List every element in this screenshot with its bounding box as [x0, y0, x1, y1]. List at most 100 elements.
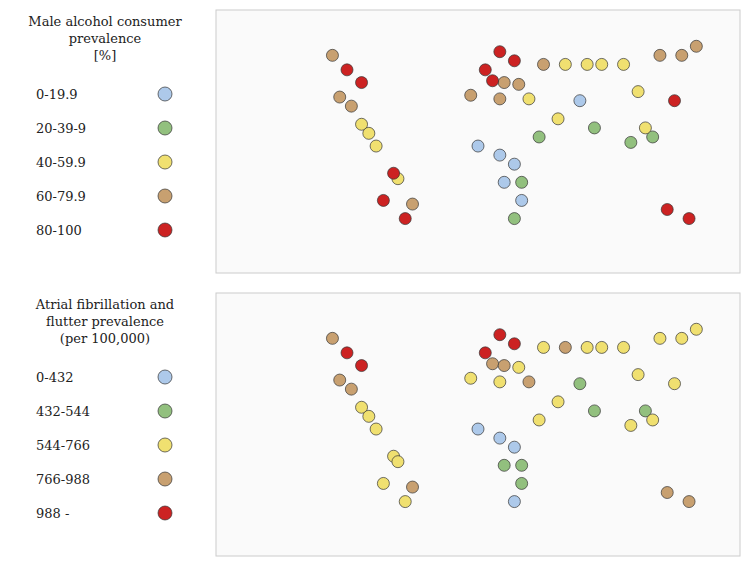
dot — [588, 405, 600, 417]
dot — [654, 49, 666, 61]
dot — [508, 158, 520, 170]
dot — [487, 75, 499, 87]
dot — [370, 423, 382, 435]
dot — [669, 378, 681, 390]
dot — [618, 58, 630, 70]
dot — [341, 64, 353, 76]
dot — [647, 414, 659, 426]
dot — [341, 347, 353, 359]
panel: Atrial fibrillation and flutter prevalenc… — [35, 293, 740, 556]
dot — [334, 374, 346, 386]
dot — [588, 122, 600, 134]
legend-label: 80-100 — [36, 223, 82, 238]
dot — [516, 459, 528, 471]
legend-swatch — [158, 189, 172, 203]
marks — [326, 323, 702, 507]
dot — [559, 341, 571, 353]
dot — [669, 95, 681, 107]
legend-swatch — [158, 472, 172, 486]
dot — [377, 194, 389, 206]
dot — [508, 338, 520, 350]
dot — [690, 40, 702, 52]
dot — [399, 496, 411, 508]
title-line: Male alcohol consumer — [28, 14, 182, 29]
title: Atrial fibrillation and flutter prevalenc… — [35, 297, 174, 346]
dot — [345, 100, 357, 112]
legend-swatch — [158, 121, 172, 135]
dot — [581, 341, 593, 353]
dot — [472, 423, 484, 435]
legend-label: 60-79.9 — [36, 189, 86, 204]
dot — [552, 113, 564, 125]
dot — [326, 49, 338, 61]
dot — [334, 91, 346, 103]
dot — [559, 58, 571, 70]
dot — [516, 477, 528, 489]
dot — [465, 372, 477, 384]
dot — [370, 140, 382, 152]
figure: Male alcohol consumer prevalence [%] 0-19.9… — [0, 0, 750, 566]
dot — [596, 58, 608, 70]
dot — [574, 95, 586, 107]
title-line: [%] — [94, 48, 117, 63]
legend-swatch — [158, 155, 172, 169]
dot — [498, 459, 510, 471]
dot — [661, 487, 673, 499]
legend-label: 20-39-9 — [36, 121, 86, 136]
title-line: Atrial fibrillation and — [35, 297, 174, 312]
dot — [494, 329, 506, 341]
dot — [596, 341, 608, 353]
dot — [523, 93, 535, 105]
panel: Male alcohol consumer prevalence [%] 0-19.9… — [28, 10, 740, 273]
legend-swatch — [158, 370, 172, 384]
legend-swatch — [158, 223, 172, 237]
dot — [639, 122, 651, 134]
dot — [552, 396, 564, 408]
dot — [574, 378, 586, 390]
dot — [632, 86, 644, 98]
dot — [494, 149, 506, 161]
dot — [407, 198, 419, 210]
plot-frame — [216, 293, 740, 556]
dot — [538, 341, 550, 353]
legend-swatch — [158, 87, 172, 101]
legend-swatch — [158, 404, 172, 418]
title-line: flutter prevalence — [46, 314, 164, 329]
title-line: prevalence — [69, 31, 142, 46]
legend-swatch — [158, 506, 172, 520]
dot — [581, 58, 593, 70]
dot — [683, 213, 695, 225]
dot — [625, 419, 637, 431]
dot — [661, 204, 673, 216]
dot — [399, 213, 411, 225]
legend-label: 544-766 — [36, 438, 90, 453]
dot — [523, 376, 535, 388]
dot — [326, 332, 338, 344]
dot — [407, 481, 419, 493]
dot — [472, 140, 484, 152]
dot — [625, 136, 637, 148]
legend-label: 0-19.9 — [36, 87, 78, 102]
dot — [538, 58, 550, 70]
dot — [465, 89, 477, 101]
dot — [676, 332, 688, 344]
dot — [508, 441, 520, 453]
marks — [326, 40, 702, 224]
dot — [513, 361, 525, 373]
legend-label: 988 - — [36, 506, 69, 521]
dot — [345, 383, 357, 395]
dot — [632, 369, 644, 381]
dot — [508, 55, 520, 67]
dot — [498, 77, 510, 89]
dot — [498, 360, 510, 372]
dot — [690, 323, 702, 335]
legend-swatch — [158, 438, 172, 452]
dot — [363, 410, 375, 422]
legend-label: 766-988 — [36, 472, 90, 487]
dot — [533, 131, 545, 143]
dot — [494, 46, 506, 58]
dot — [479, 347, 491, 359]
dot — [618, 341, 630, 353]
dot — [533, 414, 545, 426]
dot — [479, 64, 491, 76]
